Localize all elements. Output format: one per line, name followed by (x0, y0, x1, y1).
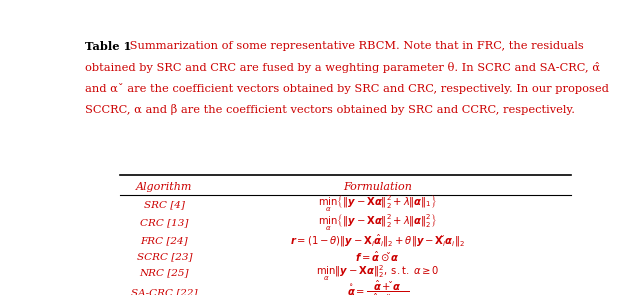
Text: $\overset{\circ}{\boldsymbol{\alpha}}= \dfrac{\hat{\boldsymbol{\alpha}}+\check{\: $\overset{\circ}{\boldsymbol{\alpha}}= \… (347, 278, 408, 295)
Text: Formulation: Formulation (343, 182, 412, 192)
Text: $\underset{\alpha}{\min}\left\{\|\boldsymbol{y}-\mathbf{X}\boldsymbol{\alpha}\|_: $\underset{\alpha}{\min}\left\{\|\boldsy… (318, 194, 437, 214)
Text: SCRC [23]: SCRC [23] (136, 252, 192, 261)
Text: $\boldsymbol{r} = (1-\theta)\|\boldsymbol{y}-\mathbf{X}_i\hat{\boldsymbol{\alpha: $\boldsymbol{r} = (1-\theta)\|\boldsymbo… (290, 233, 465, 249)
Text: SCCRC, α and β are the coefficient vectors obtained by SRC and CCRC, respectivel: SCCRC, α and β are the coefficient vecto… (85, 104, 575, 115)
Text: $\underset{\alpha}{\min}\left\{\|\boldsymbol{y}-\mathbf{X}\boldsymbol{\alpha}\|_: $\underset{\alpha}{\min}\left\{\|\boldsy… (318, 213, 437, 233)
Text: Table 1: Table 1 (85, 41, 131, 52)
Text: Algorithm: Algorithm (136, 182, 193, 192)
Text: Summarization of some representative RBCM. Note that in FRC, the residuals: Summarization of some representative RBC… (125, 41, 584, 51)
Text: SRC [4]: SRC [4] (144, 200, 185, 209)
Text: CRC [13]: CRC [13] (140, 219, 189, 227)
Text: obtained by SRC and CRC are fused by a weghting parameter θ. In SCRC and SA-CRC,: obtained by SRC and CRC are fused by a w… (85, 62, 600, 73)
Text: SA-CRC [22]: SA-CRC [22] (131, 289, 198, 295)
Text: $\boldsymbol{f} = \hat{\boldsymbol{\alpha}} \odot \check{\boldsymbol{\alpha}}$: $\boldsymbol{f} = \hat{\boldsymbol{\alph… (355, 250, 400, 264)
Text: $\underset{\alpha}{\min}\|\boldsymbol{y}-\mathbf{X}\boldsymbol{\alpha}\|_2^2,\;\: $\underset{\alpha}{\min}\|\boldsymbol{y}… (316, 263, 439, 283)
Text: NRC [25]: NRC [25] (140, 268, 189, 277)
Text: FRC [24]: FRC [24] (141, 236, 188, 245)
Text: and αˇ are the coefficient vectors obtained by SRC and CRC, respectively. In our: and αˇ are the coefficient vectors obtai… (85, 83, 609, 94)
